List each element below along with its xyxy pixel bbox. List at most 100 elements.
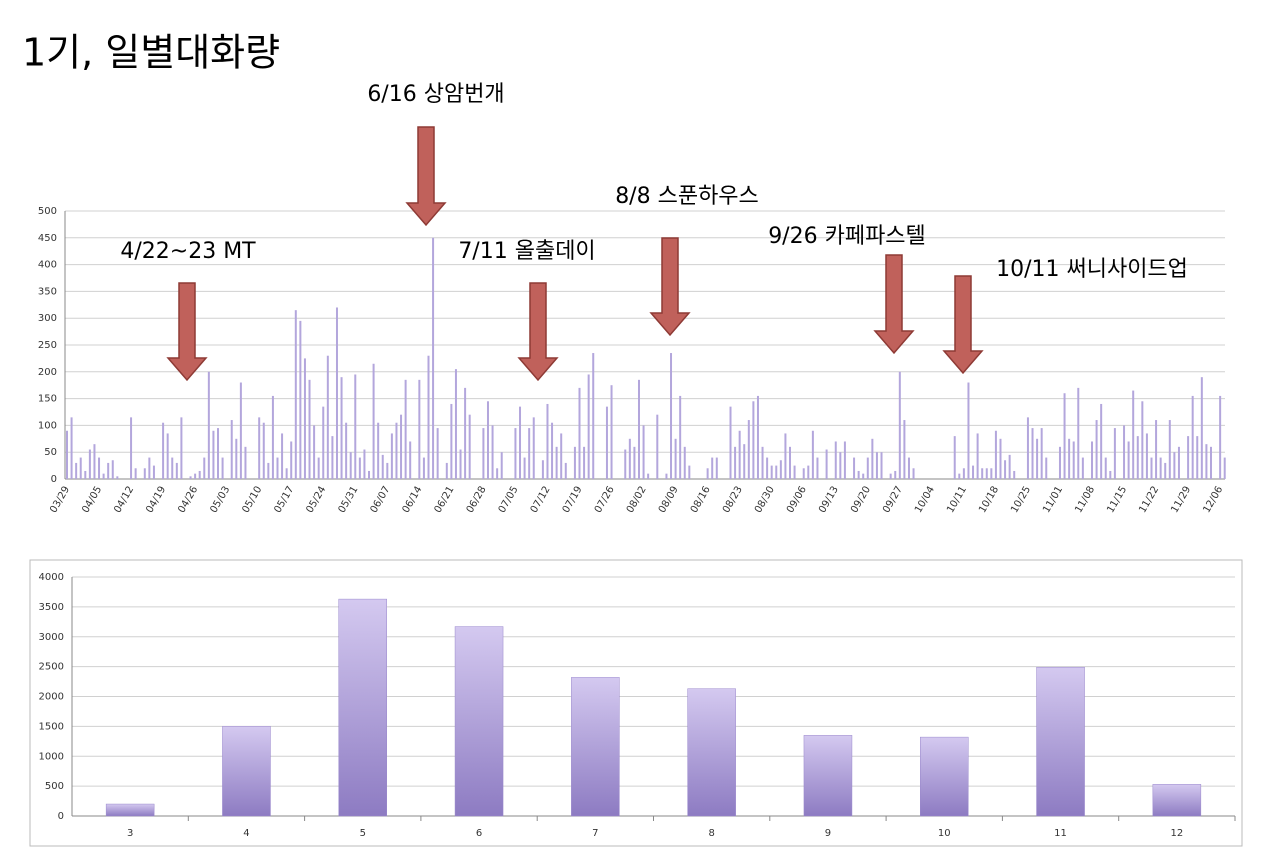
bar <box>482 428 485 479</box>
bar <box>98 457 101 479</box>
bar <box>454 369 457 479</box>
bar <box>1168 420 1171 479</box>
bar <box>889 473 892 479</box>
x-tick-label: 11/08 <box>1073 485 1097 515</box>
bar <box>972 465 975 479</box>
bar <box>985 468 988 479</box>
bar <box>1008 454 1011 479</box>
bar <box>363 449 366 479</box>
x-tick-label: 6 <box>476 828 482 839</box>
bar <box>381 454 384 479</box>
bar <box>194 473 197 479</box>
chart-frame <box>29 559 1243 847</box>
x-tick-label: 05/10 <box>240 485 264 515</box>
bar <box>532 417 535 479</box>
bar <box>1091 441 1094 479</box>
bar <box>271 395 274 479</box>
bar <box>1196 436 1199 479</box>
bar <box>303 358 306 479</box>
bar <box>450 403 453 479</box>
bar <box>299 320 302 479</box>
bar <box>1063 393 1066 479</box>
bar <box>1155 420 1158 479</box>
bar <box>1104 457 1107 479</box>
arrow <box>873 254 915 355</box>
x-tick-label: 04/26 <box>176 485 200 515</box>
bar <box>368 470 371 479</box>
x-tick-label: 9 <box>825 828 831 839</box>
bar <box>313 425 316 479</box>
bar <box>1177 446 1180 479</box>
arrow <box>942 275 984 375</box>
bar <box>674 438 677 479</box>
bar <box>688 465 691 479</box>
bar <box>624 449 627 479</box>
bar <box>912 468 915 479</box>
x-tick-label: 12/06 <box>1201 485 1225 515</box>
bar <box>66 430 68 479</box>
bar <box>105 803 155 817</box>
bar <box>706 468 709 479</box>
bar <box>729 406 732 479</box>
bar <box>546 403 549 479</box>
x-tick-label: 06/14 <box>401 485 425 515</box>
bar <box>592 353 595 479</box>
bar <box>816 457 819 479</box>
bar <box>637 379 640 479</box>
bar <box>203 457 206 479</box>
bar <box>633 446 636 479</box>
bar <box>111 460 114 479</box>
bar <box>116 476 119 479</box>
y-tick-label: 450 <box>38 233 57 244</box>
bar <box>519 406 522 479</box>
bar <box>75 462 78 479</box>
bar <box>491 425 494 479</box>
bar <box>1095 420 1098 479</box>
bar <box>1045 457 1048 479</box>
bar <box>571 677 620 817</box>
x-tick-label: 05/31 <box>337 485 361 515</box>
bar <box>1173 452 1176 479</box>
x-tick-label: 10 <box>938 828 951 839</box>
bar <box>990 468 993 479</box>
x-tick-label: 07/05 <box>497 485 521 515</box>
bar <box>230 420 233 479</box>
y-tick-label: 1000 <box>39 751 64 762</box>
annotation: 7/11 올출데이 <box>458 239 595 264</box>
bar <box>340 377 343 479</box>
bar <box>175 462 178 479</box>
bar <box>171 457 174 479</box>
annotation: 10/11 써니사이드업 <box>996 257 1188 282</box>
bar <box>1223 457 1226 479</box>
bar <box>454 626 504 817</box>
bar <box>102 473 105 479</box>
bar <box>752 401 755 479</box>
bar <box>1150 457 1153 479</box>
bar <box>1077 387 1080 479</box>
bar <box>1200 377 1203 479</box>
bar <box>802 468 805 479</box>
y-tick-label: 2500 <box>39 662 64 673</box>
bar <box>551 422 554 479</box>
bar <box>1205 444 1208 479</box>
y-tick-label: 350 <box>38 286 57 297</box>
bar <box>276 457 279 479</box>
y-tick-label: 400 <box>38 260 57 271</box>
y-tick-label: 250 <box>38 340 57 351</box>
bar <box>258 417 261 479</box>
arrow <box>517 282 559 382</box>
bar <box>1031 428 1034 479</box>
bar <box>898 371 901 479</box>
bar <box>747 420 750 479</box>
x-tick-label: 08/16 <box>689 485 713 515</box>
bar <box>564 462 567 479</box>
bar <box>267 462 270 479</box>
bar <box>523 457 526 479</box>
bar <box>468 414 471 479</box>
bar <box>775 465 778 479</box>
x-tick-label: 12 <box>1170 828 1183 839</box>
bar <box>994 430 997 479</box>
x-tick-label: 04/19 <box>144 485 168 515</box>
bar <box>866 457 869 479</box>
bar <box>670 353 673 479</box>
